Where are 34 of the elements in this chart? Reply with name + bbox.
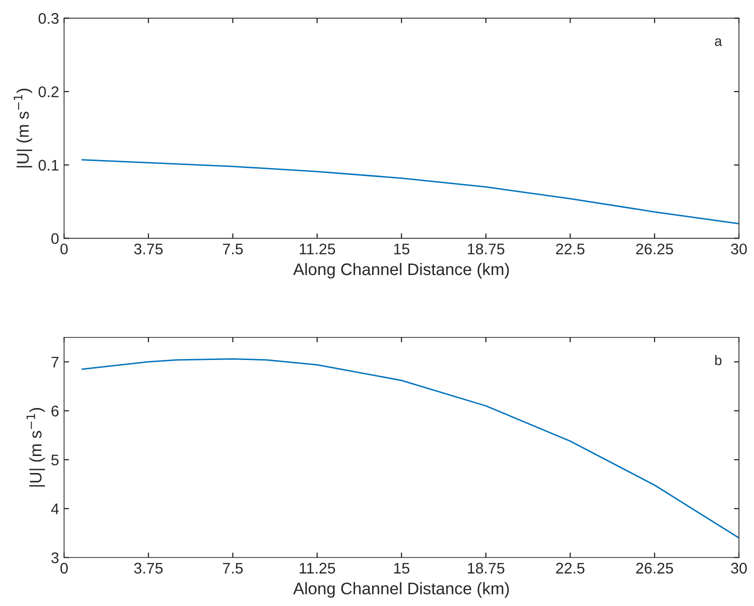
x-tick-label: 18.75	[468, 562, 504, 574]
x-tick-label: 3.75	[134, 244, 163, 254]
y-axis-title: |U| (m s$^{−1}$)	[14, 88, 32, 168]
y-tick-label: 6	[52, 406, 59, 416]
x-tick-label: 0	[60, 244, 68, 254]
x-tick-label: 26.25	[636, 244, 674, 254]
y-tick-label: 7	[52, 356, 58, 368]
x-tick-label: 18.75	[468, 244, 504, 254]
x-tick-label: 22.5	[556, 244, 584, 254]
x-tick-label: 22.5	[556, 562, 584, 574]
x-tick-label: 15	[394, 562, 410, 574]
y-tick-label: 0.3	[38, 13, 59, 24]
y-tick-label: 0	[51, 233, 59, 244]
x-tick-label: 11.25	[300, 244, 336, 254]
y-tick-label: 4	[51, 504, 59, 514]
x-tick-label: 30	[731, 244, 747, 254]
x-tick-label: 26.25	[636, 562, 674, 574]
x-tick-label: 3.75	[134, 562, 163, 574]
y-tick-label: 5	[51, 454, 59, 466]
x-tick-label: 0	[60, 562, 68, 574]
x-axis-title: Along Channel Distance (km)	[293, 582, 509, 598]
x-tick-label: 7.5	[222, 244, 243, 254]
annotation: a	[714, 38, 722, 46]
line-series	[81, 159, 739, 224]
annotation: b	[715, 354, 722, 366]
x-tick-label: 30	[731, 562, 747, 574]
y-axis-title: |U| (m s$^{−1}$)	[26, 408, 45, 487]
x-tick-label: 15	[394, 244, 410, 254]
x-axis-title: Along Channel Distance (km)	[293, 262, 509, 279]
y-tick-label: 3	[51, 552, 59, 564]
x-tick-label: 7.5	[222, 562, 243, 574]
x-tick-label: 11.25	[300, 562, 336, 574]
y-tick-label: 0.2	[38, 86, 58, 98]
y-tick-label: 0.1	[38, 160, 58, 171]
